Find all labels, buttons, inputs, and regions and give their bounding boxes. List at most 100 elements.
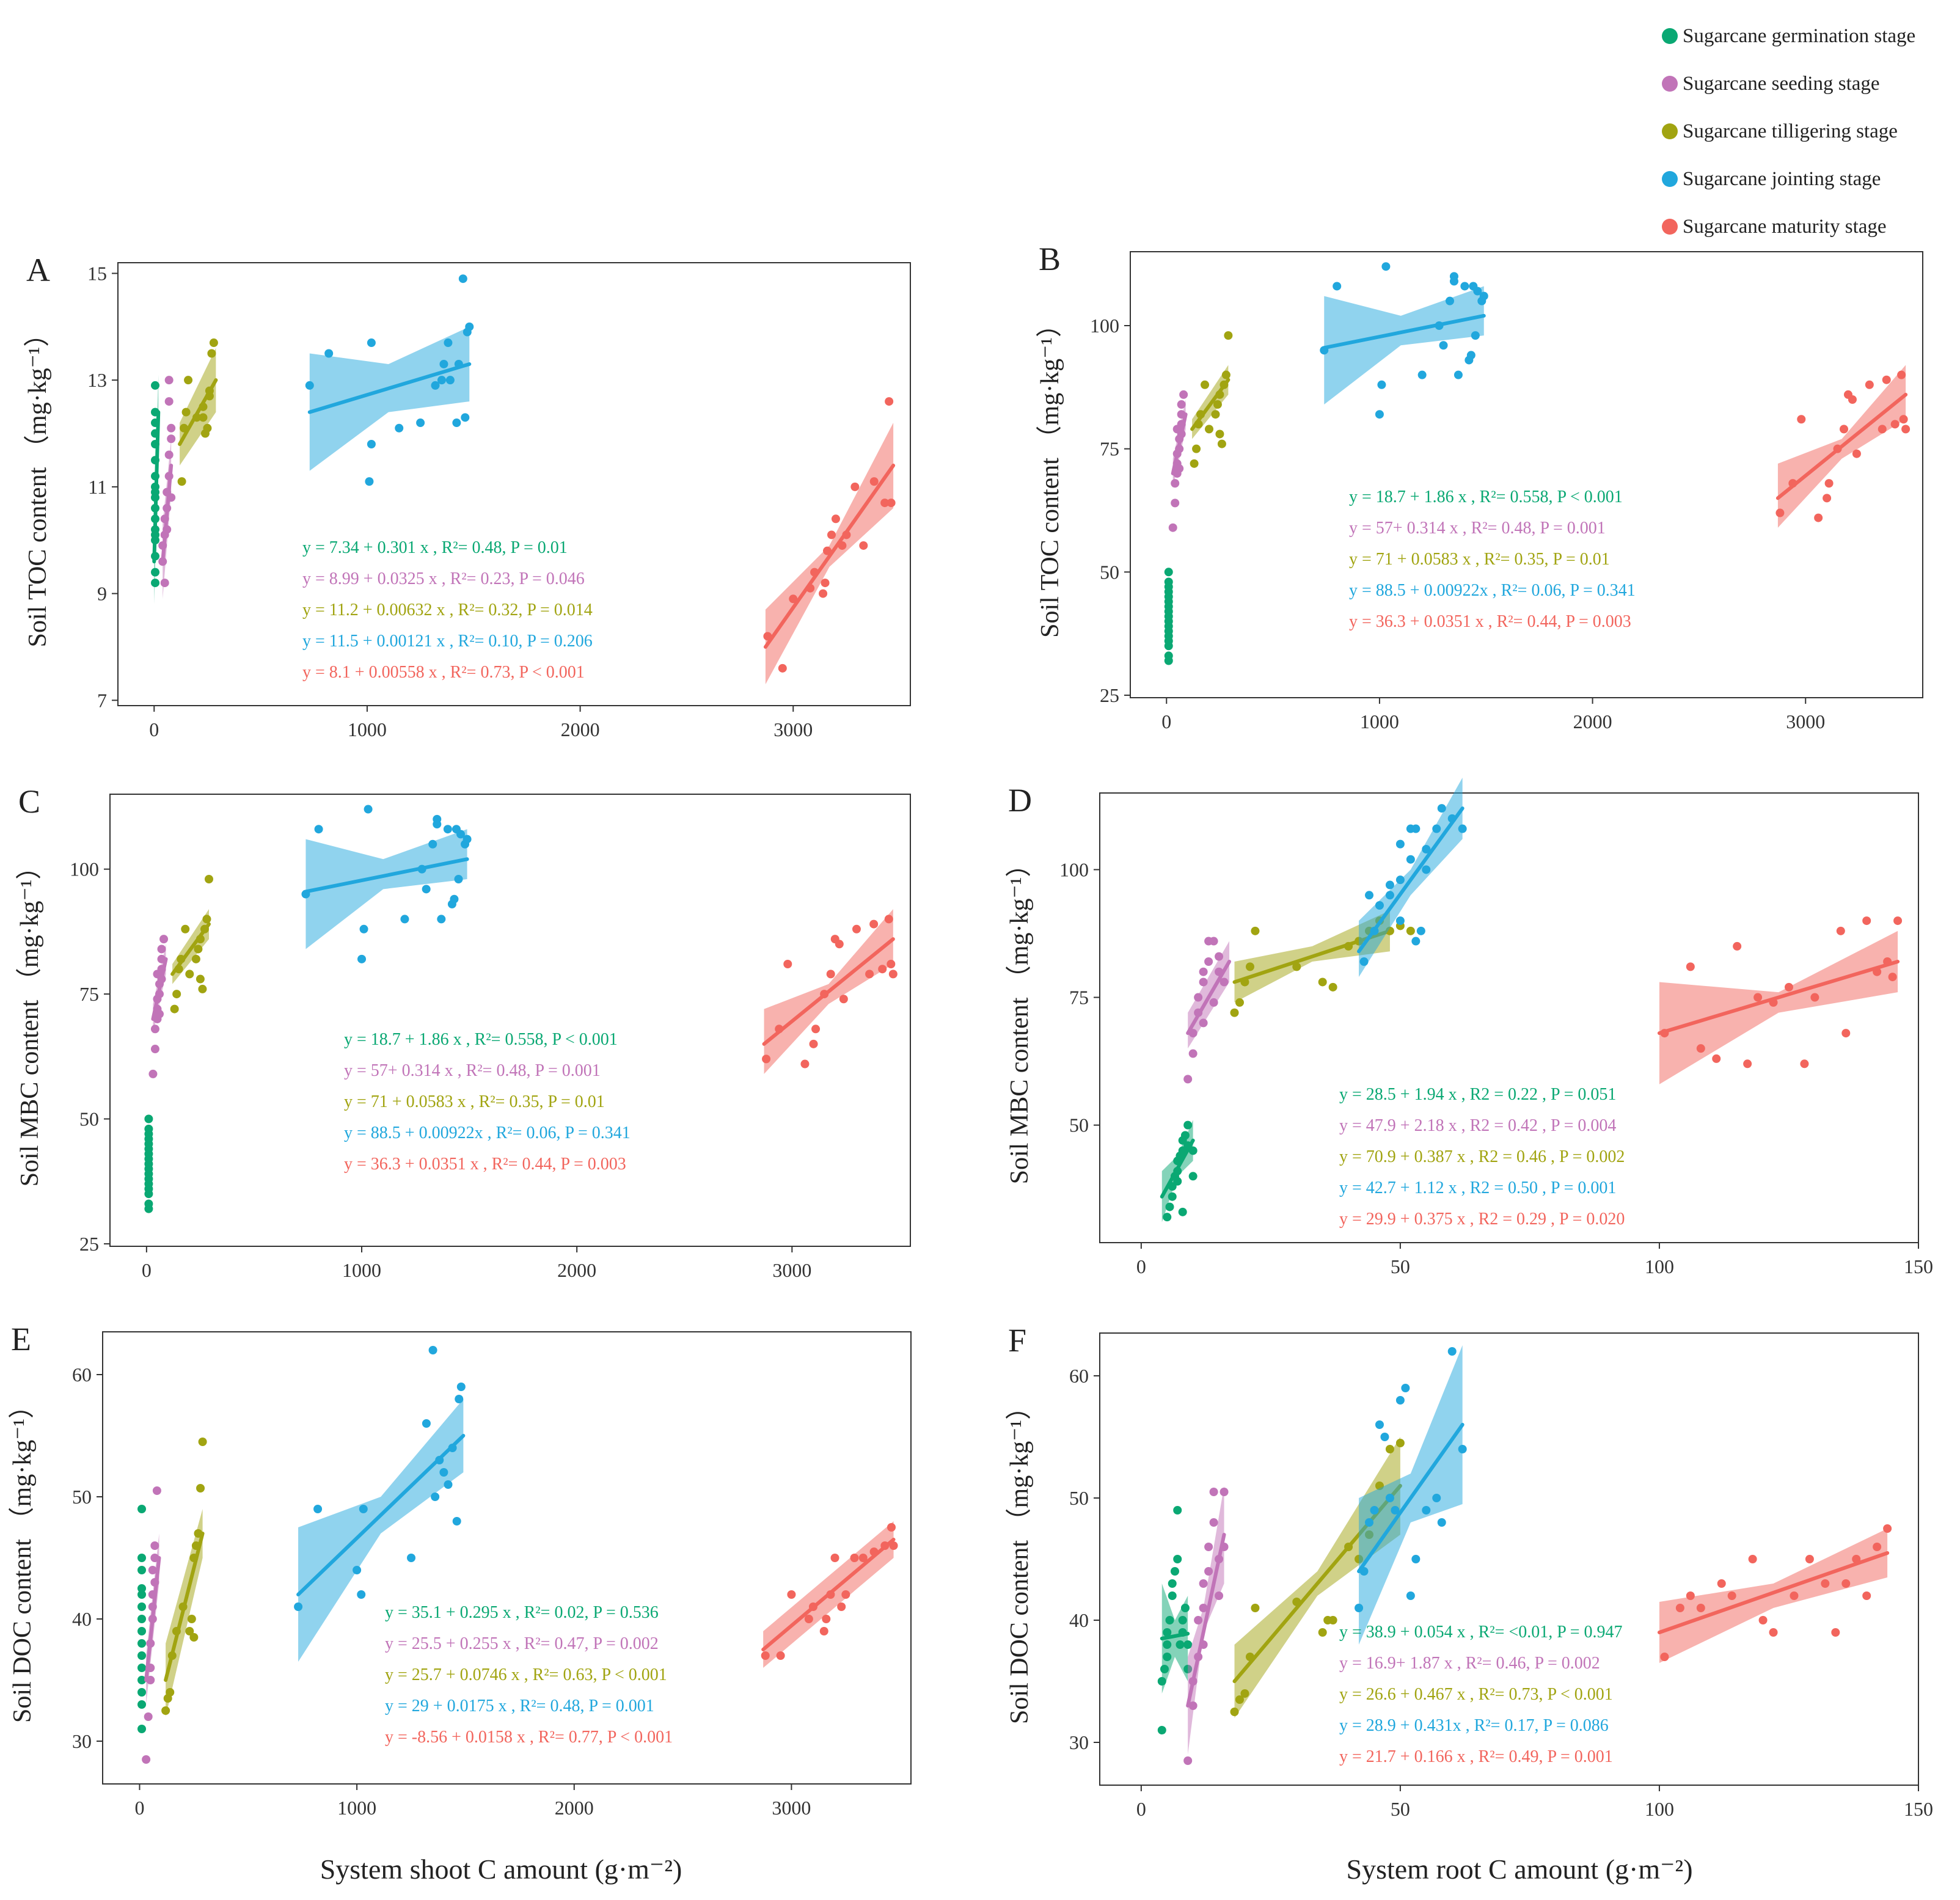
panel-a-point [167,423,176,433]
panel-e-point [150,1554,159,1562]
legend-swatch-jointing [1662,171,1678,187]
panel-c-ylabel: Soil MBC content （mg·kg⁻¹） [16,854,44,1187]
panel-d-point [1180,1131,1190,1140]
panel-e-point [858,1554,868,1562]
panel-f-point [1873,1543,1882,1551]
panel-f-point [1406,1591,1415,1600]
panel-a-point [151,488,160,497]
panel-d-point [1215,967,1224,976]
panel-e-xtick-label: 2000 [555,1797,594,1819]
panel-f-point [1375,1420,1384,1429]
panel-f-point [1188,1701,1198,1710]
panel-a-fit-line [763,463,896,649]
panel-a-ytick-label: 13 [87,369,107,391]
panel-a-point [180,423,189,433]
panel-e-ytick-label: 50 [72,1486,92,1508]
panel-e-point [869,1547,879,1556]
panel-e-point [357,1590,366,1599]
panel-b-series-3 [1320,262,1488,419]
panel-a-equation: y = 11.2 + 0.00632 x , R²= 0.32, P = 0.0… [302,601,593,619]
panel-c-point [155,1009,164,1018]
panel-d-point [1385,880,1394,890]
panel-f-point [1199,1640,1208,1649]
panel-e-equation: y = 35.1 + 0.295 x , R²= 0.02, P = 0.536 [385,1603,659,1622]
panel-c-point [157,945,166,954]
panel-e-xtick-label: 0 [134,1797,144,1819]
legend-label-seeding: Sugarcane seeding stage [1683,72,1880,95]
panel-b-point [1797,415,1806,424]
panel-b-point [1190,459,1199,468]
x-axis-title-root: System root C amount (g·m⁻²) [1346,1854,1692,1885]
panel-c-point [144,1124,153,1133]
panel-c-xtick-label: 1000 [342,1259,381,1281]
panel-e-point [185,1627,194,1635]
panel-f-ylabel: Soil DOC content （mg·kg⁻¹） [1006,1394,1034,1724]
panel-f-point [1199,1604,1208,1612]
panel-a-point [184,376,193,385]
panel-d-point [1873,967,1882,976]
panel-f-point [1180,1604,1190,1612]
panel-f-point [1245,1653,1254,1661]
panel-a-xtick-label: 1000 [348,718,387,740]
panel-d-point [1359,957,1369,966]
panel-d-point [1406,855,1415,864]
panel-e-point [137,1651,147,1660]
panel-d-frame [1099,792,1919,1243]
panel-a-point [151,429,160,438]
panel-d-point [1245,962,1254,971]
panel-e-point [407,1554,416,1562]
panel-e-point [144,1712,153,1721]
panel-b-point [1377,380,1386,389]
panel-c-point [775,1025,784,1034]
panel-b-point [1848,395,1857,404]
panel-d-point [1743,1059,1752,1069]
panel-c-point [443,825,452,834]
panel-c-point [820,990,829,999]
panel-d-equation: y = 28.5 + 1.94 x , R2 = 0.22 , P = 0.05… [1339,1085,1616,1104]
panel-d-ytick-label: 50 [1069,1114,1089,1136]
panel-d-point [1173,1177,1182,1186]
panel-e-point [146,1639,155,1648]
panel-d-series-2 [1230,910,1415,1017]
panel-b-point [1192,444,1201,453]
panel-d-point [1365,891,1374,900]
panel-a-confidence-band [309,326,470,471]
panel-e-point [837,1602,846,1611]
panel-d-point [1660,1029,1669,1038]
panel-a-point [842,530,851,539]
panel-e-point [137,1725,147,1733]
panel-f-point [1157,1726,1166,1734]
panel-b-point [1194,420,1203,429]
panel-c-point [172,990,181,999]
panel-c-point [456,830,466,839]
panel-e-point [808,1602,817,1611]
panel-d-point [1784,982,1793,992]
panel-e-point [137,1688,147,1697]
panel-c-point [835,940,844,949]
panel-e-point [841,1590,850,1599]
panel-c-point [839,995,848,1004]
panel-d-point [1165,1202,1174,1211]
panel-b-point [1164,651,1173,660]
panel-b-point [1833,444,1842,453]
panel-b-point [1205,425,1214,434]
panel-b-point [1224,331,1233,340]
panel-a-series-3 [305,274,474,486]
panel-d-point [1888,973,1897,982]
panel-e-point [166,1688,175,1697]
panel-b-point [1445,296,1454,305]
panel-b-fit-line [1775,392,1908,500]
panel-d-point [1841,1029,1851,1038]
panel-e-equation: y = 29 + 0.0175 x , R²= 0.48, P = 0.001 [385,1697,654,1715]
panel-f-xtick-label: 100 [1645,1798,1674,1820]
panel-c-point [433,820,442,829]
panel-d-point [1220,977,1229,987]
panel-c-point [174,965,183,974]
panel-c-point [359,924,368,934]
panel-a-point [167,434,176,444]
panel-c-point [450,894,459,904]
panel-d-fit-line [1657,960,1900,1036]
panel-f-ytick-label: 60 [1069,1365,1089,1387]
panel-b-point [1449,277,1458,286]
panel-e-ytick-label: 40 [72,1608,92,1630]
